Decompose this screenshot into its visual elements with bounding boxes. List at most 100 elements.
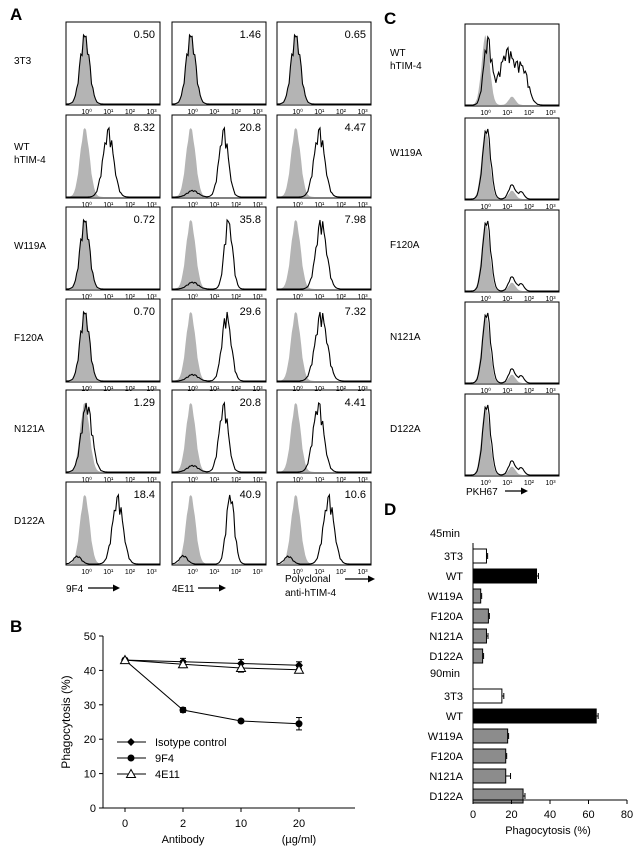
open-histogram: [65, 310, 160, 382]
filled-histogram: [172, 312, 266, 381]
x-tick-label: 10¹: [209, 569, 220, 576]
filled-histogram: [172, 495, 266, 564]
value-label: 20.8: [240, 122, 261, 134]
bar-label: D122A: [429, 791, 463, 803]
histogram-a: [65, 114, 161, 199]
data-point: [119, 654, 131, 665]
histogram-frame: [171, 21, 267, 106]
filled-histogram: [465, 221, 559, 291]
x-tick-label: 10⁰: [81, 108, 92, 116]
x-tick-label: 10⁰: [187, 108, 198, 116]
open-histogram: [277, 219, 371, 290]
x-tick-label: 10¹: [314, 109, 325, 116]
legend-marker: [127, 754, 135, 762]
histogram-a: [171, 206, 267, 291]
x-tick-label: 10¹: [502, 388, 513, 395]
filled-histogram: [465, 35, 559, 105]
x-tick-label: 10⁰: [292, 476, 303, 484]
histogram-a: [65, 206, 161, 291]
histogram-frame: [276, 298, 372, 383]
x-tick-label: 10¹: [103, 202, 114, 209]
x-tick-label: 10³: [357, 109, 368, 116]
x-tick-label: 10²: [524, 204, 535, 211]
value-label: 0.70: [134, 306, 155, 318]
x-tick-label: 10³: [357, 202, 368, 209]
x-tick-label: 40: [544, 809, 556, 821]
open-histogram: [465, 128, 559, 200]
histogram-frame: [464, 23, 560, 107]
axis-arrow: [521, 487, 528, 495]
histogram-frame: [464, 393, 560, 477]
value-label: 4.47: [345, 122, 366, 134]
filled-histogram: [66, 403, 160, 472]
filled-histogram: [66, 35, 160, 104]
x-tick-label: 10⁰: [187, 476, 198, 484]
y-tick-label: 40: [84, 665, 96, 677]
histogram-frame: [65, 298, 161, 383]
value-label: 0.50: [134, 29, 155, 41]
x-tick-label: 10⁰: [480, 295, 491, 303]
histogram-frame: [276, 114, 372, 199]
x-tick-label: 10⁰: [292, 568, 303, 576]
value-label: 29.6: [240, 306, 261, 318]
value-label: 7.98: [345, 214, 366, 226]
filled-histogram: [172, 128, 266, 197]
open-histogram: [172, 126, 266, 198]
data-point: [179, 706, 187, 714]
data-point: [237, 717, 245, 725]
value-label: 1.29: [134, 397, 155, 409]
histogram-frame: [171, 206, 267, 291]
value-label: 7.32: [345, 306, 366, 318]
x-tick-label: 10⁰: [480, 203, 491, 211]
bar: [472, 728, 509, 744]
x-tick-label: 10⁰: [187, 293, 198, 301]
x-axis-unit: (µg/ml): [282, 834, 316, 846]
axis-arrow: [113, 584, 120, 592]
x-tick-label: 10³: [545, 388, 556, 395]
x-tick-label: 10⁰: [480, 479, 491, 487]
row-label-a: D122A: [14, 516, 45, 527]
x-tick-label: 10²: [125, 477, 136, 484]
group-label: 45min: [430, 528, 460, 540]
x-tick-label: 10³: [357, 477, 368, 484]
panel-label-b: B: [10, 617, 22, 636]
x-tick-label: 10³: [252, 477, 263, 484]
open-histogram: [171, 494, 266, 565]
row-label-a: N121A: [14, 424, 45, 435]
x-tick-label: 10⁰: [81, 201, 92, 209]
x-axis-label: Phagocytosis (%): [505, 825, 591, 837]
bar: [472, 608, 489, 624]
row-label-c: WT: [390, 48, 406, 59]
panel-label-d: D: [384, 500, 396, 519]
x-tick-label: 10²: [336, 294, 347, 301]
x-tick-label: 10²: [336, 569, 347, 576]
row-label-a: F120A: [14, 333, 44, 344]
open-histogram: [65, 402, 160, 473]
histogram-a: [171, 21, 267, 106]
x-tick-label: 10⁰: [81, 476, 92, 484]
histogram-frame: [65, 21, 161, 106]
histogram-frame: [171, 114, 267, 199]
histogram-frame: [65, 206, 161, 291]
x-tick-label: 10⁰: [187, 201, 198, 209]
histogram-frame: [276, 21, 372, 106]
bar-label: F120A: [431, 751, 464, 763]
x-tick-label: 10²: [125, 109, 136, 116]
filled-histogram: [66, 495, 160, 564]
x-tick-label: 10⁰: [292, 385, 303, 393]
x-tick-label: 10³: [146, 477, 157, 484]
histogram-a: [65, 481, 161, 566]
open-histogram: [465, 404, 559, 476]
x-tick-label: 10¹: [314, 294, 325, 301]
filled-histogram: [277, 403, 371, 472]
group-label: 90min: [430, 668, 460, 680]
x-tick-label: 10¹: [502, 110, 513, 117]
filled-histogram: [465, 313, 559, 383]
x-tick-label: 10⁰: [292, 108, 303, 116]
x-tick-label: 10¹: [103, 294, 114, 301]
column-label: Polyclonal: [285, 574, 331, 585]
data-point: [295, 720, 303, 728]
x-tick-label: 10³: [252, 294, 263, 301]
histogram-a: [171, 114, 267, 199]
histogram-a: [276, 389, 372, 474]
